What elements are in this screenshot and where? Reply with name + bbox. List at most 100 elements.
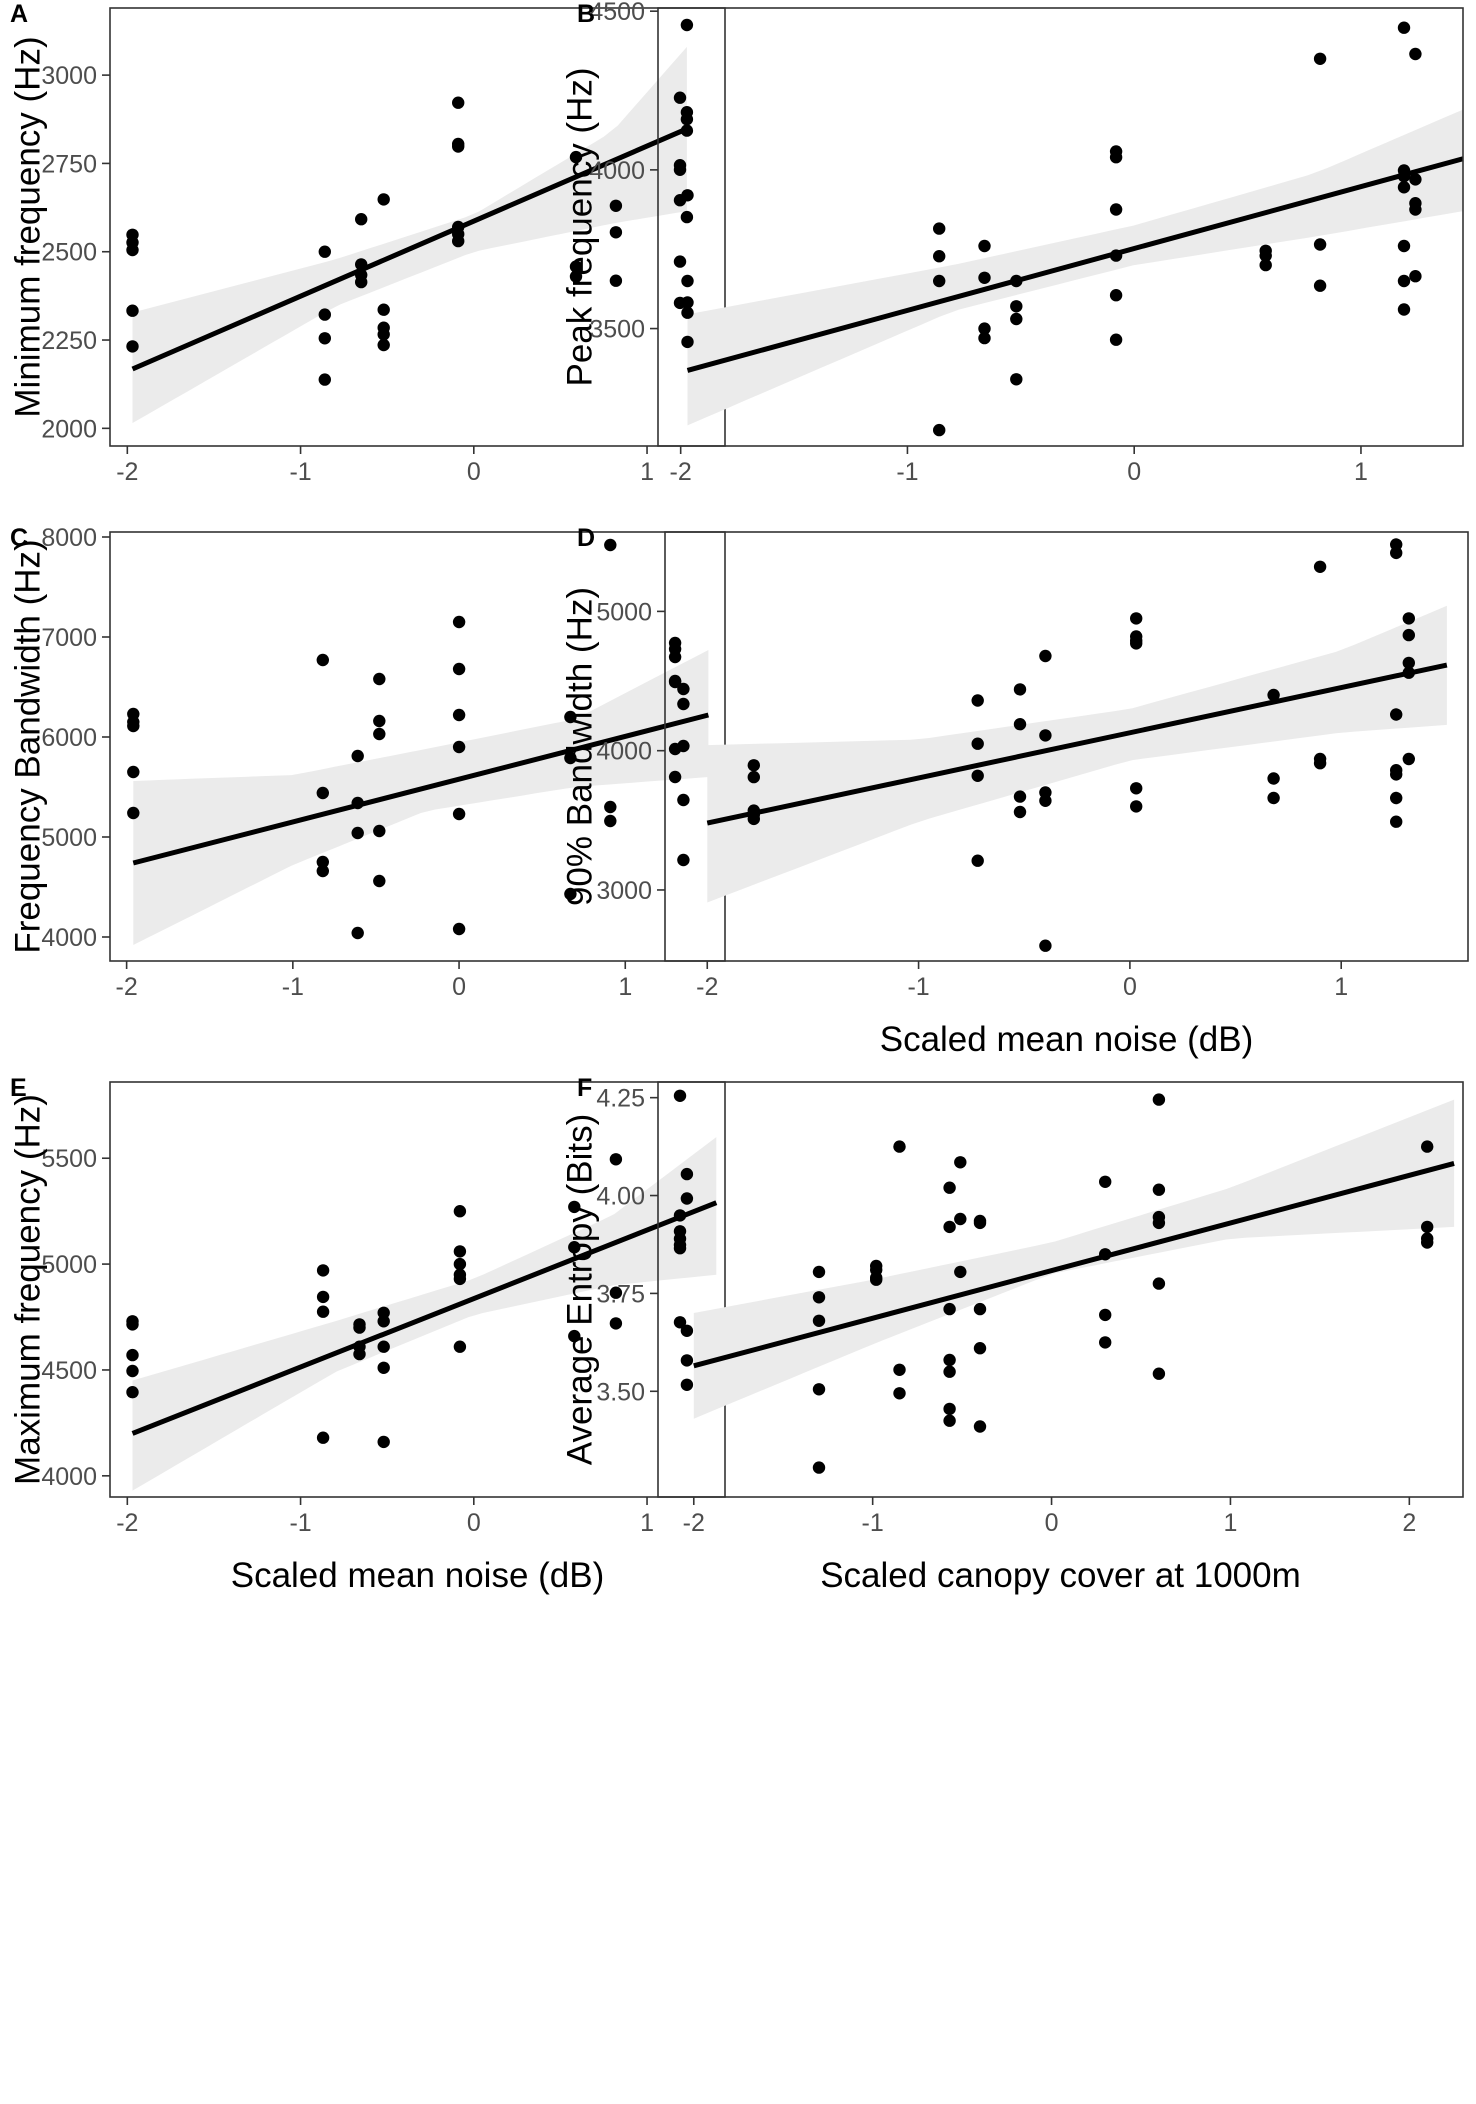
data-point xyxy=(1039,729,1052,742)
data-point xyxy=(1010,312,1023,326)
data-point xyxy=(1099,1336,1112,1349)
regression-line xyxy=(131,126,688,372)
x-tick-label: -1 xyxy=(862,1509,884,1537)
data-point xyxy=(1313,757,1327,770)
x-tick-label: 1 xyxy=(640,458,654,486)
data-point xyxy=(893,1387,906,1400)
plot-frame xyxy=(109,7,726,447)
y-tick-label: 2250 xyxy=(41,327,97,355)
data-point xyxy=(1039,649,1052,663)
data-point xyxy=(971,854,984,867)
data-point xyxy=(1421,1140,1434,1153)
x-tick-label: -2 xyxy=(116,1509,138,1537)
data-point xyxy=(1390,791,1403,805)
panel-letter: E xyxy=(10,1074,27,1102)
data-point xyxy=(1109,289,1123,302)
x-axis-title: Scaled canopy cover at 1000m xyxy=(820,1556,1301,1595)
data-point xyxy=(1409,203,1422,216)
y-tick-label: 3000 xyxy=(596,877,652,905)
data-point xyxy=(1409,173,1422,186)
regression-line xyxy=(132,712,710,866)
data-point xyxy=(943,1302,956,1316)
data-point xyxy=(609,274,623,287)
data-point xyxy=(564,887,577,901)
data-point xyxy=(569,260,583,273)
data-point xyxy=(680,18,694,32)
x-axis-title: Scaled mean noise (dB) xyxy=(880,1020,1254,1059)
data-point xyxy=(1421,1220,1434,1234)
panel-letter: C xyxy=(10,524,28,552)
y-tick-label: 3.50 xyxy=(596,1378,645,1406)
data-point xyxy=(452,740,466,754)
data-point xyxy=(973,1420,987,1433)
data-point xyxy=(1390,546,1403,560)
data-point xyxy=(127,806,140,820)
data-point xyxy=(1397,21,1411,34)
panel-letter: B xyxy=(577,0,595,28)
data-point xyxy=(954,1265,967,1279)
data-point xyxy=(1390,708,1403,721)
plot-frame xyxy=(657,7,1464,447)
data-point xyxy=(452,615,466,629)
data-point xyxy=(452,96,465,109)
data-point xyxy=(564,710,577,724)
regression-line xyxy=(131,1200,718,1436)
data-point xyxy=(668,770,682,784)
data-point xyxy=(373,824,386,838)
data-point xyxy=(747,759,760,772)
data-point xyxy=(351,826,364,840)
data-point xyxy=(316,786,329,800)
data-point xyxy=(1267,772,1280,785)
data-point xyxy=(568,1329,581,1343)
data-point xyxy=(127,719,140,733)
data-point xyxy=(1010,300,1023,313)
x-tick-label: 1 xyxy=(1334,973,1348,1001)
data-point xyxy=(681,335,694,349)
y-tick-label: 5000 xyxy=(596,598,652,626)
data-point xyxy=(318,308,331,321)
data-point xyxy=(126,1364,139,1378)
data-point xyxy=(812,1265,826,1279)
data-point xyxy=(318,373,331,386)
data-point xyxy=(943,1365,956,1378)
data-point xyxy=(973,1216,987,1230)
data-point xyxy=(353,1347,366,1361)
data-point xyxy=(971,694,984,707)
data-point xyxy=(1152,1367,1166,1380)
data-point xyxy=(1402,628,1416,642)
data-point xyxy=(943,1220,956,1234)
data-point xyxy=(377,193,390,206)
data-point xyxy=(680,113,694,126)
data-point xyxy=(453,1340,467,1353)
x-tick-label: -1 xyxy=(282,973,304,1001)
data-point xyxy=(377,1306,390,1320)
y-tick-label: 4000 xyxy=(41,924,97,952)
data-point xyxy=(1152,1277,1166,1290)
x-tick-label: 0 xyxy=(467,1509,481,1537)
data-point xyxy=(668,675,682,689)
data-point xyxy=(680,1192,694,1205)
data-point xyxy=(1099,1308,1112,1322)
data-point xyxy=(978,331,991,345)
data-point xyxy=(316,855,329,869)
data-point xyxy=(377,1361,390,1375)
data-point xyxy=(893,1140,906,1153)
data-point xyxy=(933,222,946,235)
data-point xyxy=(812,1291,826,1304)
data-point xyxy=(453,1245,467,1258)
data-point xyxy=(973,1302,987,1316)
data-point xyxy=(351,749,364,763)
plot-frame xyxy=(109,1081,726,1498)
data-point xyxy=(1013,805,1027,819)
regression-line xyxy=(706,662,1448,826)
panel-letter: F xyxy=(577,1074,592,1102)
data-point xyxy=(316,1431,330,1444)
data-point xyxy=(373,727,386,741)
x-tick-label: -1 xyxy=(289,458,311,486)
data-point xyxy=(954,1212,967,1226)
data-point xyxy=(1313,52,1327,65)
y-axis-title: 90% Bandwidth (Hz) xyxy=(561,587,600,906)
